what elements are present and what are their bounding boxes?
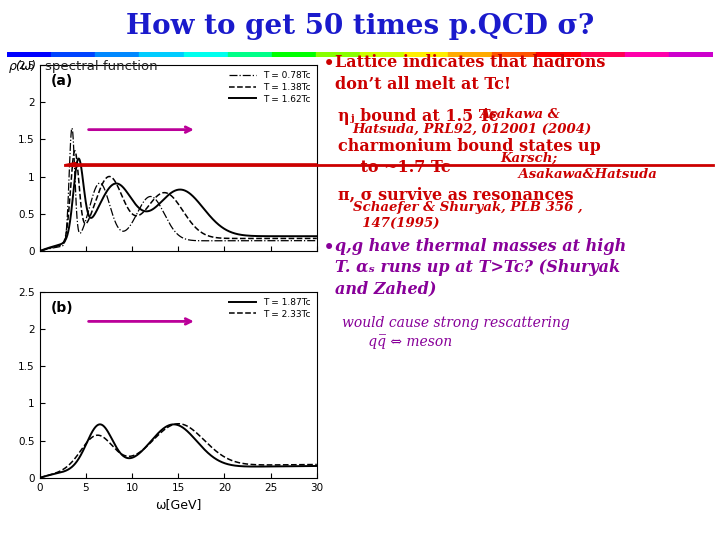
Bar [580,52,625,57]
Bar [404,52,448,57]
Text: charmonium bound states up
    to ∼1.7 Tc: charmonium bound states up to ∼1.7 Tc [338,138,601,176]
Text: Hatsuda, PRL92, 012001 (2004): Hatsuda, PRL92, 012001 (2004) [353,123,592,136]
T = 2.33Tc [253,462,262,468]
T = 0.78Tc [305,238,313,244]
Text: ηⱼ bound at 1.5 Tc: ηⱼ bound at 1.5 Tc [338,108,510,125]
Bar [316,52,360,57]
Bar [271,52,316,57]
T = 1.87Tc [50,471,58,477]
X-axis label: ω[GeV]: ω[GeV] [155,498,202,511]
Bar [95,52,140,57]
Text: π, σ survive as resonances: π, σ survive as resonances [338,186,574,203]
T = 1.38Tc [35,248,44,254]
Bar [228,52,271,57]
Text: •: • [323,54,335,74]
T = 0.78Tc [312,238,321,244]
Bar [536,52,580,57]
Bar [7,52,51,57]
Line: T = 1.62Tc: T = 1.62Tc [40,159,317,251]
T = 0.78Tc [253,238,262,244]
Bar [51,52,95,57]
T = 1.38Tc [253,235,262,242]
Bar [669,52,713,57]
T = 0.78Tc [35,248,44,254]
Legend: T = 0.78Tc, T = 1.38Tc, T = 1.62Tc: T = 0.78Tc, T = 1.38Tc, T = 1.62Tc [227,69,312,105]
T = 2.33Tc [50,470,58,477]
T = 1.87Tc [253,463,262,470]
Bar [140,52,184,57]
T = 1.87Tc [312,463,321,469]
T = 2.33Tc [174,421,183,427]
T = 1.62Tc [305,233,313,239]
T = 1.87Tc [170,421,179,428]
T = 1.62Tc [312,233,321,239]
T = 2.33Tc [170,421,179,428]
T = 1.87Tc [163,423,171,429]
Text: (a): (a) [50,74,73,88]
T = 2.33Tc [305,461,313,468]
Text: spectral function: spectral function [45,60,157,73]
Text: Karsch;
    Asakawa&Hatsuda: Karsch; Asakawa&Hatsuda [500,152,657,181]
T = 1.38Tc [50,244,58,250]
T = 1.62Tc [163,193,171,199]
Line: T = 1.38Tc: T = 1.38Tc [40,151,317,251]
T = 0.78Tc [50,245,58,251]
T = 1.38Tc [71,147,79,154]
Line: T = 1.87Tc: T = 1.87Tc [40,424,317,478]
T = 1.38Tc [312,235,321,242]
T = 2.33Tc [35,475,44,481]
T = 0.78Tc [170,228,179,234]
T = 1.38Tc [170,196,179,202]
T = 1.38Tc [163,190,171,197]
Text: (b): (b) [50,301,73,315]
T = 1.62Tc [305,233,313,239]
Text: would cause strong rescattering
      qq̅ ⇔ meson: would cause strong rescattering qq̅ ⇔ me… [342,316,570,349]
T = 1.87Tc [305,463,313,469]
Text: •: • [323,238,335,258]
T = 1.87Tc [305,463,313,469]
Bar [492,52,536,57]
T = 2.33Tc [163,424,171,431]
T = 2.33Tc [312,461,321,468]
T = 1.62Tc [50,243,58,249]
T = 0.78Tc [163,216,171,222]
T = 2.33Tc [305,461,313,468]
T = 1.62Tc [170,187,179,194]
T = 1.87Tc [35,475,44,481]
Text: Schaefer & Shuryak, PLB 356 ,
  147(1995): Schaefer & Shuryak, PLB 356 , 147(1995) [353,201,582,230]
Line: T = 0.78Tc: T = 0.78Tc [40,128,317,251]
Bar [184,52,228,57]
T = 1.62Tc [35,248,44,254]
Text: How to get 50 times p.QCD σ?: How to get 50 times p.QCD σ? [126,14,594,40]
Legend: T = 1.87Tc, T = 2.33Tc: T = 1.87Tc, T = 2.33Tc [227,296,312,320]
T = 1.62Tc [253,233,262,239]
Bar [360,52,404,57]
Bar [624,52,669,57]
T = 1.62Tc [74,156,83,162]
T = 0.78Tc [305,238,313,244]
T = 1.38Tc [305,235,313,242]
Text: q,g have thermal masses at high
T. αₛ runs up at T>Tc? (Shuryak
and Zahed): q,g have thermal masses at high T. αₛ ru… [335,238,626,298]
Text: Lattice indicates that hadrons
don’t all melt at Tc!: Lattice indicates that hadrons don’t all… [335,54,606,92]
Text: ρ(ω): ρ(ω) [9,60,37,73]
Line: T = 2.33Tc: T = 2.33Tc [40,424,317,478]
T = 1.87Tc [96,421,104,428]
Bar [448,52,492,57]
Text: Asakawa &: Asakawa & [479,108,559,121]
T = 1.38Tc [305,235,313,242]
T = 0.78Tc [68,125,76,131]
